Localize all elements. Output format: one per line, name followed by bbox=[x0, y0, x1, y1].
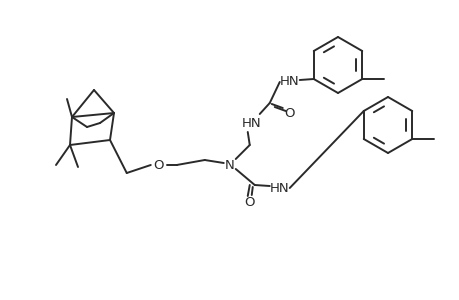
Text: O: O bbox=[153, 158, 164, 172]
Text: HN: HN bbox=[269, 182, 289, 194]
Text: O: O bbox=[244, 196, 254, 209]
Text: HN: HN bbox=[280, 74, 299, 88]
Text: N: N bbox=[224, 158, 234, 172]
Text: O: O bbox=[284, 106, 294, 119]
Text: HN: HN bbox=[241, 116, 261, 130]
